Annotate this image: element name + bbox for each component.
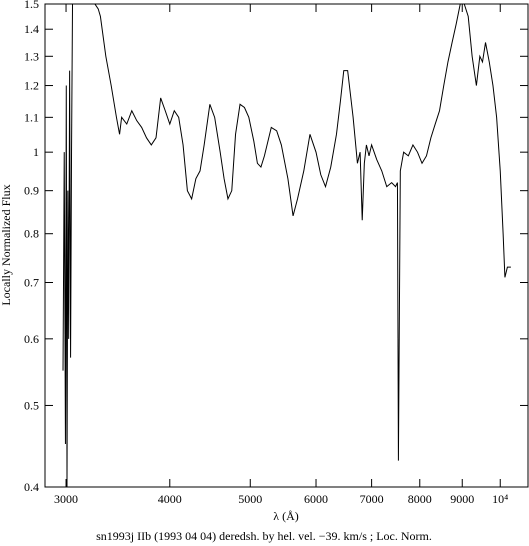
x-axis-label: λ (Å) <box>273 509 298 523</box>
caption: sn1993j IIb (1993 04 04) deredsh. by hel… <box>96 529 432 543</box>
x-tick-label: 10⁴ <box>492 492 508 506</box>
spectrum-line <box>62 4 511 487</box>
y-tick-label: 0.7 <box>24 276 39 290</box>
y-tick-label: 1.3 <box>24 49 39 63</box>
y-tick-label: 1.2 <box>24 79 39 93</box>
y-tick-label: 1.1 <box>24 110 39 124</box>
y-tick-label: 1.4 <box>24 22 39 36</box>
x-tick-label: 6000 <box>304 492 328 506</box>
x-tick-label: 7000 <box>360 492 384 506</box>
y-axis-label: Locally Normalized Flux <box>0 184 13 305</box>
y-tick-label: 0.5 <box>24 398 39 412</box>
plot-frame <box>44 3 529 488</box>
y-tick-label: 0.4 <box>24 480 39 494</box>
y-tick-label: 1.5 <box>24 0 39 11</box>
x-tick-label: 3000 <box>54 492 78 506</box>
y-tick-label: 0.9 <box>24 184 39 198</box>
x-tick-label: 4000 <box>158 492 182 506</box>
y-tick-label: 0.6 <box>24 332 39 346</box>
x-tick-label: 5000 <box>238 492 262 506</box>
x-tick-label: 8000 <box>408 492 432 506</box>
y-tick-label: 1 <box>33 145 39 159</box>
x-tick-label: 9000 <box>450 492 474 506</box>
y-tick-label: 0.8 <box>24 227 39 241</box>
